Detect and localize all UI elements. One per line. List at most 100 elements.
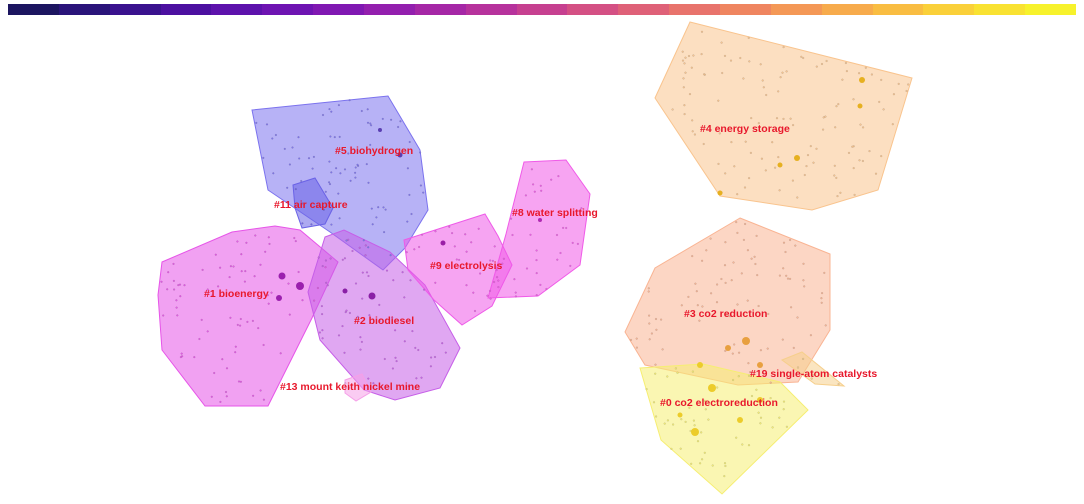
- cluster-4-node[interactable]: [859, 77, 865, 83]
- cluster-9-node[interactable]: [440, 240, 446, 246]
- cluster-4-node[interactable]: [794, 155, 800, 161]
- speck-node: [880, 78, 883, 81]
- speck-node: [802, 279, 805, 282]
- cluster-8-hull[interactable]: [487, 159, 591, 299]
- cluster-0-node[interactable]: [757, 397, 763, 403]
- cluster-3-node[interactable]: [757, 362, 763, 368]
- cluster-9-hull[interactable]: [403, 213, 513, 326]
- speck-node: [782, 408, 785, 411]
- speck-node: [351, 249, 354, 253]
- cluster-1-hull[interactable]: [157, 225, 339, 407]
- cluster-4-hull[interactable]: [654, 21, 913, 211]
- speck-node: [451, 232, 454, 235]
- cluster-8-label[interactable]: #8 water splitting: [512, 207, 598, 219]
- speck-node: [525, 267, 529, 270]
- speck-node: [252, 394, 255, 397]
- speck-node: [491, 259, 494, 262]
- speck-node: [501, 262, 504, 265]
- speck-node: [870, 73, 873, 76]
- cluster-4-label[interactable]: #4 energy storage: [700, 123, 790, 135]
- cluster-5-node[interactable]: [397, 152, 403, 158]
- cluster-5-label[interactable]: #5 biohydrogen: [335, 145, 413, 157]
- cluster-0-node[interactable]: [697, 362, 703, 368]
- speck-node: [711, 464, 714, 467]
- speck-node: [288, 313, 291, 316]
- speck-node: [844, 61, 847, 65]
- cluster-2-node[interactable]: [368, 292, 376, 300]
- speck-node: [219, 400, 222, 403]
- cluster-8-node[interactable]: [538, 218, 542, 222]
- cluster-11-label[interactable]: #11 air capture: [274, 199, 348, 211]
- speck-node: [691, 119, 694, 122]
- speck-node: [648, 338, 651, 341]
- speck-node: [698, 462, 702, 465]
- speck-node: [735, 221, 738, 224]
- cluster-3-label[interactable]: #3 co2 reduction: [684, 308, 767, 320]
- cluster-0-label[interactable]: #0 co2 electroreduction: [660, 397, 778, 409]
- cluster-0-node[interactable]: [737, 417, 743, 423]
- speck-node: [245, 241, 248, 244]
- cluster-0-node[interactable]: [691, 428, 699, 436]
- speck-node: [880, 155, 883, 158]
- cluster-1-label[interactable]: #1 bioenergy: [204, 288, 269, 300]
- speck-node: [244, 270, 247, 273]
- speck-node: [688, 406, 691, 409]
- speck-node: [678, 403, 681, 407]
- speck-node: [253, 275, 256, 278]
- speck-node: [680, 304, 683, 307]
- cluster-2-node[interactable]: [342, 288, 348, 294]
- speck-node: [671, 108, 674, 111]
- speck-node: [172, 279, 175, 282]
- speck-node: [206, 330, 209, 333]
- speck-node: [173, 288, 176, 291]
- speck-node: [683, 112, 686, 116]
- speck-node: [328, 107, 331, 111]
- speck-node: [356, 315, 359, 318]
- speck-node: [324, 190, 327, 193]
- cluster-19-label[interactable]: #19 single-atom catalysts: [750, 368, 877, 380]
- cluster-13-label[interactable]: #13 mount keith nickel mine: [280, 381, 420, 393]
- speck-node: [330, 171, 333, 174]
- speck-node: [259, 389, 262, 392]
- cluster-1-node[interactable]: [296, 282, 304, 290]
- cluster-19-hull[interactable]: [780, 351, 846, 387]
- speck-node: [329, 135, 332, 138]
- cluster-5-node[interactable]: [378, 128, 382, 132]
- cluster-4-node[interactable]: [857, 103, 863, 109]
- speck-node: [455, 258, 458, 261]
- speck-node: [810, 377, 813, 380]
- speck-node: [311, 167, 314, 170]
- cluster-4-node[interactable]: [777, 162, 783, 168]
- cluster-1-node[interactable]: [276, 295, 282, 301]
- speck-node: [385, 269, 389, 272]
- cluster-2-hull[interactable]: [307, 229, 461, 401]
- cluster-13-hull[interactable]: [344, 373, 372, 402]
- speck-node: [730, 141, 733, 144]
- speck-node: [695, 290, 698, 293]
- cluster-11-hull[interactable]: [292, 177, 334, 229]
- cluster-0-hull[interactable]: [639, 363, 809, 495]
- cluster-3-node[interactable]: [725, 345, 731, 351]
- cluster-0-node[interactable]: [708, 384, 716, 392]
- cluster-9-label[interactable]: #9 electrolysis: [430, 260, 503, 272]
- speck-node: [661, 348, 664, 351]
- speck-node: [703, 451, 706, 454]
- speck-node: [430, 356, 433, 359]
- cluster-0-node[interactable]: [677, 412, 683, 418]
- speck-node: [321, 265, 324, 268]
- speck-node: [313, 299, 316, 302]
- speck-node: [725, 313, 728, 316]
- speck-node: [635, 337, 638, 340]
- speck-node: [858, 159, 861, 162]
- cluster-4-node[interactable]: [717, 190, 723, 196]
- speck-node: [316, 286, 319, 290]
- cluster-1-node[interactable]: [278, 272, 286, 280]
- speck-node: [266, 294, 269, 297]
- speck-node: [756, 274, 759, 277]
- cluster-2-label[interactable]: #2 biodiesel: [354, 315, 414, 327]
- speck-node: [907, 83, 910, 86]
- speck-node: [702, 73, 706, 76]
- cluster-3-node[interactable]: [742, 337, 750, 345]
- speck-node: [221, 358, 224, 361]
- speck-node: [383, 231, 386, 234]
